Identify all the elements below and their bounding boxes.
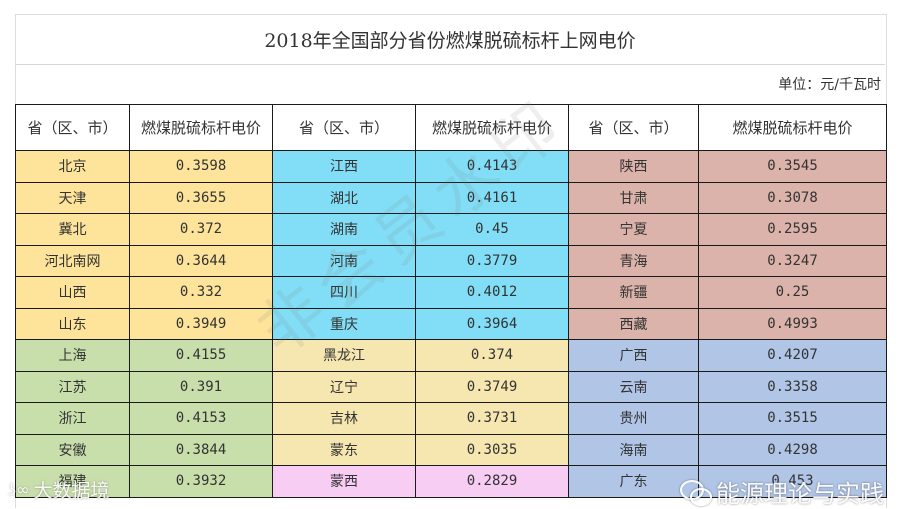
price-cell: 0.3949 [129, 307, 273, 340]
province-cell: 蒙西 [272, 465, 416, 498]
province-cell: 江苏 [15, 370, 130, 403]
province-cell: 山东 [15, 307, 130, 340]
province-cell: 山西 [15, 276, 130, 309]
price-cell: 0.3358 [698, 370, 887, 403]
header-price-2: 燃煤脱硫标杆电价 [415, 104, 569, 151]
price-cell: 0.3779 [415, 244, 569, 277]
price-cell: 0.3515 [698, 402, 887, 435]
price-cell: 0.4155 [129, 339, 273, 372]
price-cell: 0.3545 [698, 150, 887, 183]
province-cell: 青海 [568, 244, 699, 277]
price-cell: 0.2829 [415, 465, 569, 498]
wechat-logo-icon [680, 479, 712, 506]
table-row: 天津 0.3655 湖北 0.4161 甘肃 0.3078 [15, 181, 887, 214]
table-row: 冀北 0.372 湖南 0.45 宁夏 0.2595 [15, 213, 887, 246]
header-price-1: 燃煤脱硫标杆电价 [129, 104, 273, 151]
price-cell: 0.25 [698, 276, 887, 309]
header-price-3: 燃煤脱硫标杆电价 [698, 104, 887, 151]
price-cell: 0.4298 [698, 433, 887, 466]
province-cell: 黑龙江 [272, 339, 416, 372]
bottom-right-watermark: 能源理论与实践 [680, 474, 884, 509]
price-cell: 0.4207 [698, 339, 887, 372]
price-cell: 0.4153 [129, 402, 273, 435]
price-cell: 0.3932 [129, 465, 273, 498]
province-cell: 江西 [272, 150, 416, 183]
province-cell: 上海 [15, 339, 130, 372]
price-cell: 0.3078 [698, 181, 887, 214]
weibo-logo-icon: ʖ∞ [8, 480, 30, 499]
province-cell: 辽宁 [272, 370, 416, 403]
price-cell: 0.3749 [415, 370, 569, 403]
bottom-left-watermark-text: 大数据境 [33, 480, 110, 502]
header-province-3: 省（区、市） [568, 104, 699, 151]
price-cell: 0.4143 [415, 150, 569, 183]
price-table: 省（区、市） 燃煤脱硫标杆电价 省（区、市） 燃煤脱硫标杆电价 省（区、市） 燃… [15, 104, 887, 498]
table-row: 安徽 0.3844 蒙东 0.3035 海南 0.4298 [15, 433, 887, 466]
price-cell: 0.3844 [129, 433, 273, 466]
province-cell: 天津 [15, 181, 130, 214]
province-cell: 广东 [568, 465, 699, 498]
price-cell: 0.45 [415, 213, 569, 246]
price-cell: 0.374 [415, 339, 569, 372]
province-cell: 湖南 [272, 213, 416, 246]
province-cell: 湖北 [272, 181, 416, 214]
bottom-left-watermark: ʖ∞ 大数据境 [8, 476, 110, 503]
price-cell: 0.3247 [698, 244, 887, 277]
price-cell: 0.3655 [129, 181, 273, 214]
price-cell: 0.3035 [415, 433, 569, 466]
table-row: 福建 0.3932 蒙西 0.2829 广东 0.453 [15, 465, 887, 498]
province-cell: 陕西 [568, 150, 699, 183]
price-cell: 0.372 [129, 213, 273, 246]
price-cell: 0.391 [129, 370, 273, 403]
province-cell: 宁夏 [568, 213, 699, 246]
price-cell: 0.2595 [698, 213, 887, 246]
province-cell: 新疆 [568, 276, 699, 309]
province-cell: 西藏 [568, 307, 699, 340]
province-cell: 吉林 [272, 402, 416, 435]
province-cell: 海南 [568, 433, 699, 466]
table-row: 上海 0.4155 黑龙江 0.374 广西 0.4207 [15, 339, 887, 372]
province-cell: 广西 [568, 339, 699, 372]
title-text: 2018年全国部分省份燃煤脱硫标杆上网电价 [264, 30, 636, 52]
header-province-2: 省（区、市） [272, 104, 416, 151]
price-cell: 0.3644 [129, 244, 273, 277]
province-cell: 福建 [15, 465, 130, 498]
price-cell: 0.453 [698, 465, 887, 498]
province-cell: 河南 [272, 244, 416, 277]
price-cell: 0.3598 [129, 150, 273, 183]
province-cell: 浙江 [15, 402, 130, 435]
header-row: 省（区、市） 燃煤脱硫标杆电价 省（区、市） 燃煤脱硫标杆电价 省（区、市） 燃… [15, 104, 887, 151]
table-row: 山东 0.3949 重庆 0.3964 西藏 0.4993 [15, 307, 887, 340]
price-cell: 0.332 [129, 276, 273, 309]
page-title: 2018年全国部分省份燃煤脱硫标杆上网电价 [15, 15, 885, 65]
province-cell: 云南 [568, 370, 699, 403]
table-row: 山西 0.332 四川 0.4012 新疆 0.25 [15, 276, 887, 309]
province-cell: 重庆 [272, 307, 416, 340]
header-province-1: 省（区、市） [15, 104, 130, 151]
price-cell: 0.4993 [698, 307, 887, 340]
table-row: 河北南网 0.3644 河南 0.3779 青海 0.3247 [15, 244, 887, 277]
table-row: 江苏 0.391 辽宁 0.3749 云南 0.3358 [15, 370, 887, 403]
province-cell: 北京 [15, 150, 130, 183]
province-cell: 甘肃 [568, 181, 699, 214]
province-cell: 河北南网 [15, 244, 130, 277]
province-cell: 四川 [272, 276, 416, 309]
province-cell: 贵州 [568, 402, 699, 435]
price-cell: 0.3964 [415, 307, 569, 340]
price-cell: 0.3731 [415, 402, 569, 435]
province-cell: 蒙东 [272, 433, 416, 466]
unit-text: 单位：元/千瓦时 [778, 77, 881, 93]
table-row: 浙江 0.4153 吉林 0.3731 贵州 0.3515 [15, 402, 887, 435]
unit-label: 单位：元/千瓦时 [15, 65, 881, 103]
bottom-right-watermark-text: 能源理论与实践 [716, 480, 884, 508]
price-cell: 0.4161 [415, 181, 569, 214]
table-row: 北京 0.3598 江西 0.4143 陕西 0.3545 [15, 150, 887, 183]
province-cell: 冀北 [15, 213, 130, 246]
province-cell: 安徽 [15, 433, 130, 466]
price-cell: 0.4012 [415, 276, 569, 309]
